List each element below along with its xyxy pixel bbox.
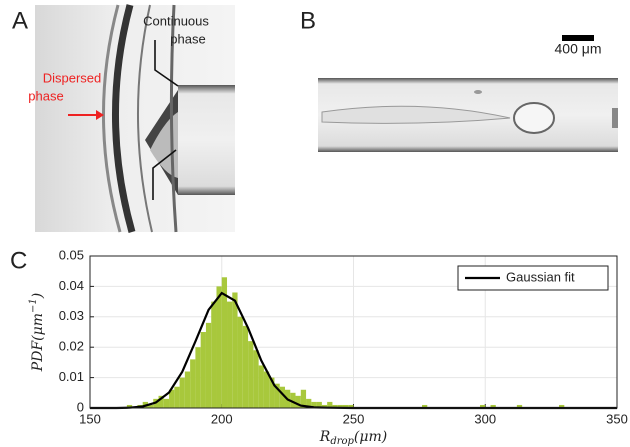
- bar: [184, 371, 191, 408]
- bar: [179, 377, 185, 408]
- label-part: PDF(μm: [30, 313, 46, 372]
- bar: [216, 286, 222, 408]
- panel-label: C: [10, 247, 27, 274]
- bar: [163, 398, 170, 408]
- bar: [253, 350, 259, 408]
- bar: [348, 404, 354, 408]
- bar: [147, 404, 154, 408]
- bar: [316, 401, 322, 408]
- bar: [190, 359, 196, 408]
- label-subscript: drop: [330, 436, 354, 447]
- bar: [211, 301, 217, 408]
- x-tick-label: 300: [474, 411, 496, 426]
- bar: [174, 386, 180, 408]
- bar: [290, 392, 296, 408]
- bar: [559, 404, 565, 408]
- label-superscript: −1: [28, 298, 39, 313]
- panel-label: A: [12, 7, 28, 34]
- x-tick-label: 150: [79, 411, 101, 426]
- bar: [300, 389, 307, 408]
- legend-label: Gaussian fit: [506, 269, 575, 284]
- bar: [327, 401, 333, 408]
- bar: [200, 332, 206, 408]
- bar: [295, 395, 301, 408]
- bar: [342, 404, 349, 408]
- bar: [263, 371, 270, 408]
- bar: [242, 325, 249, 408]
- bar: [279, 386, 285, 408]
- label-part: R: [319, 429, 331, 445]
- bar: [221, 277, 228, 408]
- axes-box: [89, 255, 618, 409]
- y-tick-label: 0.05: [59, 247, 84, 262]
- bar: [422, 404, 428, 408]
- y-axis-label: PDF(μm−1): [28, 293, 47, 372]
- label-part: ): [30, 293, 46, 299]
- scale-bar-label: 400 μm: [555, 41, 602, 57]
- bar: [258, 365, 264, 408]
- annotation: Dispersed: [43, 70, 102, 85]
- legend: Gaussian fit: [457, 265, 609, 291]
- y-tick-label: 0.01: [59, 369, 84, 384]
- x-tick-label: 350: [606, 411, 628, 426]
- label-part: (μm): [354, 429, 387, 445]
- annotation: phase: [170, 31, 205, 46]
- bar: [158, 395, 164, 408]
- bar: [479, 404, 486, 408]
- bar: [321, 404, 328, 408]
- bar: [195, 347, 201, 408]
- x-axis-label: Rdrop(μm): [319, 429, 387, 447]
- bar: [169, 389, 175, 408]
- bar: [232, 292, 238, 408]
- x-tick-label: 200: [211, 411, 233, 426]
- x-tick-label: 250: [343, 411, 365, 426]
- y-tick-label: 0.03: [59, 308, 84, 323]
- panel-label: B: [300, 7, 316, 34]
- bar: [516, 404, 523, 408]
- y-tick-label: 0.04: [59, 278, 84, 293]
- annotation: phase: [28, 88, 63, 103]
- y-tick-label: 0.02: [59, 339, 84, 354]
- y-tick-label: 0: [77, 399, 84, 414]
- bar: [490, 404, 496, 408]
- image-b: [318, 35, 618, 152]
- bar: [248, 341, 254, 408]
- image-a: [35, 4, 235, 233]
- bar: [126, 404, 133, 408]
- bar: [205, 322, 212, 408]
- bar: [274, 383, 280, 408]
- bar: [306, 398, 312, 408]
- bar: [237, 316, 243, 408]
- bar: [337, 404, 343, 408]
- annotation: Continuous: [143, 13, 209, 28]
- bar: [227, 301, 233, 408]
- bar: [311, 401, 317, 408]
- bar: [269, 377, 275, 408]
- bar: [332, 404, 338, 408]
